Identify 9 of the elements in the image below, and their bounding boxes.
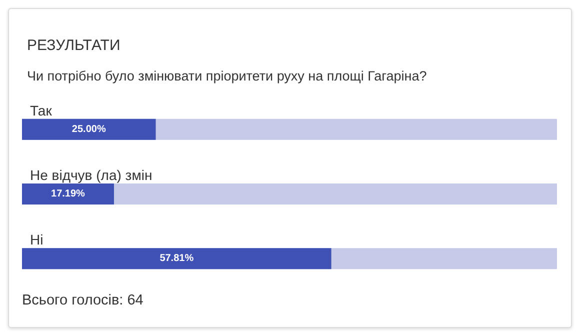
y-tick-label: Ні xyxy=(30,232,44,248)
chart-subtitle: Чи потрібно було змінювати пріоритети руху на площі Гагаріна? xyxy=(27,68,427,84)
text: Всього голосів: 64 xyxy=(22,292,144,308)
y-tick-label: Не відчув (ла) змін xyxy=(30,167,152,183)
data-label: 17.19% xyxy=(51,188,86,200)
y-tick-label: Так xyxy=(30,102,53,118)
data-label: 25.00% xyxy=(72,124,106,135)
data-label: 57.81% xyxy=(160,253,194,264)
chart-title: РЕЗУЛЬТАТИ xyxy=(27,37,120,54)
